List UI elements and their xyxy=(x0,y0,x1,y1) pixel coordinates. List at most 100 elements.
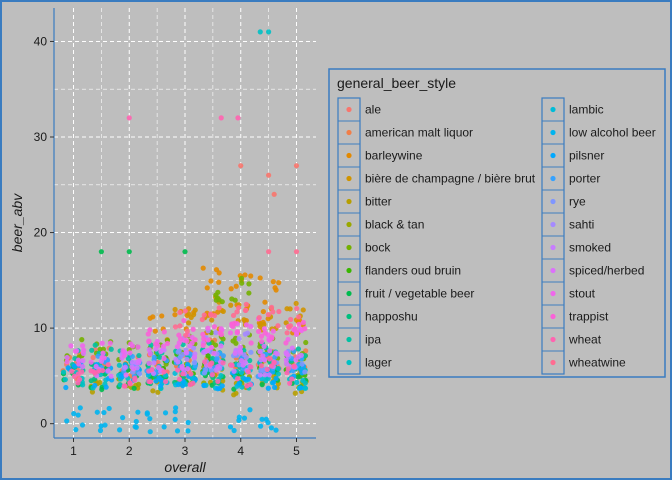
data-point xyxy=(289,376,295,382)
data-point xyxy=(180,383,186,389)
data-point xyxy=(283,350,289,356)
data-point xyxy=(176,340,182,346)
data-point xyxy=(146,339,152,345)
data-point xyxy=(215,364,221,370)
data-point xyxy=(276,308,282,315)
data-point xyxy=(101,409,107,416)
data-point xyxy=(238,163,244,169)
data-point xyxy=(146,347,152,353)
data-point xyxy=(272,384,278,390)
data-point xyxy=(229,362,235,368)
y-tick-label: 10 xyxy=(34,321,48,335)
legend-label: american malt liquor xyxy=(365,126,473,140)
data-point xyxy=(88,368,94,374)
legend-swatch xyxy=(550,336,556,343)
legend-swatch xyxy=(346,198,352,205)
data-point xyxy=(210,355,216,362)
data-point xyxy=(215,309,221,315)
data-point xyxy=(275,323,281,329)
data-point xyxy=(62,376,68,383)
data-point xyxy=(284,330,290,336)
legend-title: general_beer_style xyxy=(337,75,456,91)
data-point xyxy=(213,330,219,336)
data-point xyxy=(92,342,98,348)
data-point xyxy=(107,340,113,346)
data-point xyxy=(234,329,240,335)
data-point xyxy=(228,302,234,308)
data-point xyxy=(266,372,272,378)
data-point xyxy=(172,312,178,318)
data-point xyxy=(293,300,299,307)
data-point xyxy=(60,369,67,375)
data-point xyxy=(248,340,254,346)
data-point xyxy=(268,425,274,431)
data-point xyxy=(175,359,181,365)
data-point xyxy=(284,370,290,376)
legend-label: sahti xyxy=(569,218,594,232)
data-point xyxy=(71,411,77,417)
data-point xyxy=(234,376,241,382)
data-point xyxy=(270,309,276,315)
legend-swatch xyxy=(346,221,352,228)
data-point xyxy=(99,354,105,361)
legend-label: lager xyxy=(365,356,392,370)
data-point xyxy=(238,275,245,281)
data-point xyxy=(116,362,122,368)
data-point xyxy=(235,115,241,121)
data-point xyxy=(268,304,275,310)
data-point xyxy=(293,357,299,363)
data-point xyxy=(295,346,302,352)
data-point xyxy=(293,331,300,337)
data-point xyxy=(71,373,77,379)
data-point xyxy=(293,249,300,255)
data-point xyxy=(214,355,220,361)
legend-label: low alcohol beer xyxy=(569,126,656,140)
data-point xyxy=(270,328,276,334)
data-point xyxy=(184,328,190,334)
data-point xyxy=(295,314,302,320)
data-point xyxy=(236,380,242,387)
data-point xyxy=(127,380,133,386)
data-point xyxy=(243,301,249,307)
data-point xyxy=(155,389,161,395)
data-point xyxy=(260,308,266,315)
data-point xyxy=(241,415,248,421)
legend-key xyxy=(541,350,565,375)
data-point xyxy=(265,312,272,318)
data-point xyxy=(147,416,153,422)
data-point xyxy=(129,353,135,360)
data-point xyxy=(244,383,250,389)
data-point xyxy=(303,339,309,346)
y-tick-label: 30 xyxy=(34,130,48,144)
data-point xyxy=(89,389,96,395)
data-point xyxy=(77,405,83,411)
data-point xyxy=(263,416,269,422)
x-axis-title: overall xyxy=(164,459,206,475)
data-point xyxy=(121,383,127,389)
data-point xyxy=(80,364,86,370)
data-point xyxy=(185,320,192,326)
data-point xyxy=(121,353,128,359)
data-point xyxy=(75,412,81,418)
data-point xyxy=(242,272,248,278)
data-point xyxy=(266,356,273,362)
data-point xyxy=(245,369,251,375)
data-point xyxy=(295,374,301,380)
data-point xyxy=(187,381,193,388)
data-point xyxy=(266,29,272,35)
data-point xyxy=(64,354,70,361)
data-point xyxy=(247,407,253,413)
legend-swatch xyxy=(550,359,556,366)
legend-swatch xyxy=(550,175,556,182)
data-point xyxy=(75,380,81,386)
data-point xyxy=(217,385,223,392)
data-point xyxy=(71,363,78,369)
data-point xyxy=(258,363,264,369)
data-point xyxy=(266,249,272,255)
legend-label: lambic xyxy=(569,103,604,117)
data-point xyxy=(201,382,207,389)
data-point xyxy=(129,359,136,365)
legend-swatch xyxy=(346,267,352,274)
data-point xyxy=(150,370,157,377)
data-point xyxy=(182,308,188,314)
